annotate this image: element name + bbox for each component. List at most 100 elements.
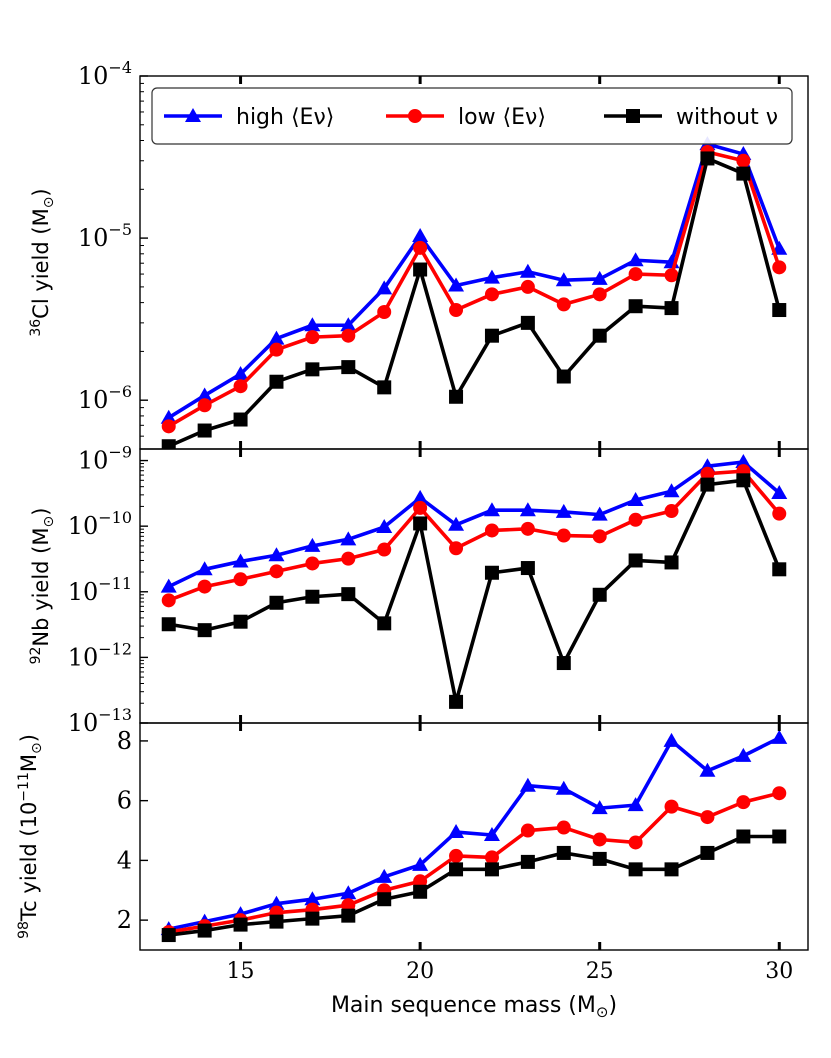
- data-point-circle: [233, 572, 248, 587]
- legend-label: high ⟨Eν⟩: [236, 105, 334, 130]
- y-ticks-middle: 10−13 10−12 10−11 10−10 10−9: [68, 443, 148, 737]
- data-point-circle: [341, 328, 356, 343]
- data-point-triangle: [519, 263, 536, 278]
- data-point-square: [377, 380, 392, 395]
- data-point-triangle: [412, 489, 429, 504]
- y-tick-label: 10−12: [68, 639, 132, 671]
- x-ticks-bottom: 15 20 25 30: [227, 723, 793, 984]
- data-point-triangle: [196, 561, 213, 576]
- data-point-circle: [556, 297, 571, 312]
- data-point-circle: [305, 556, 320, 571]
- data-point-square: [556, 845, 571, 860]
- data-point-triangle: [304, 891, 321, 906]
- data-point-square: [197, 623, 212, 638]
- panel-bottom: 15 20 25 30 2 4 6 8 98Tc yield (10−11M⊙): [16, 722, 809, 984]
- data-point-square: [772, 562, 787, 577]
- y-tick-label: 2: [117, 906, 132, 934]
- data-point-square: [377, 892, 392, 907]
- data-point-circle: [520, 279, 535, 294]
- data-point-square: [413, 516, 428, 531]
- legend-marker-square: [626, 109, 640, 123]
- data-point-square: [772, 829, 787, 844]
- data-point-circle: [449, 848, 464, 863]
- data-point-square: [413, 262, 428, 277]
- data-point-triangle: [268, 547, 285, 562]
- y-tick-label: 4: [117, 846, 132, 874]
- data-point-triangle: [448, 516, 465, 531]
- data-point-square: [484, 328, 499, 343]
- data-point-circle: [772, 260, 787, 275]
- plot-area-bottom: [160, 729, 788, 943]
- x-ticks-middle: [239, 449, 781, 723]
- x-tick-label: 15: [227, 959, 255, 984]
- y-axis-label-middle: 92Nb yield (M⊙): [28, 508, 57, 665]
- data-point-triangle: [304, 317, 321, 332]
- legend-entry-square: without ν: [604, 105, 778, 130]
- data-point-triangle: [160, 409, 177, 424]
- y-tick-label: 10−13: [68, 705, 132, 737]
- data-point-square: [628, 553, 643, 568]
- data-point-circle: [161, 593, 176, 608]
- data-point-square: [700, 151, 715, 166]
- data-point-triangle: [663, 483, 680, 498]
- legend-entry-circle: low ⟨Eν⟩: [386, 105, 546, 130]
- data-point-triangle: [268, 330, 285, 345]
- data-point-triangle: [699, 762, 716, 777]
- data-point-triangle: [483, 827, 500, 842]
- data-point-circle: [628, 835, 643, 850]
- data-point-square: [664, 862, 679, 877]
- data-point-square: [449, 862, 464, 877]
- data-point-triangle: [519, 777, 536, 792]
- data-point-square: [736, 829, 751, 844]
- legend-marker-triangle: [185, 108, 201, 122]
- data-point-square: [305, 362, 320, 377]
- data-point-triangle: [591, 800, 608, 815]
- data-point-circle: [269, 342, 284, 357]
- data-point-triangle: [555, 503, 572, 518]
- data-point-square: [520, 561, 535, 576]
- y-tick-label: 10−6: [78, 382, 132, 414]
- data-point-square: [341, 587, 356, 602]
- data-point-circle: [736, 795, 751, 810]
- data-point-circle: [197, 579, 212, 594]
- legend-marker-circle: [408, 109, 422, 123]
- legend-label: low ⟨Eν⟩: [458, 105, 546, 130]
- data-point-square: [161, 617, 176, 632]
- data-point-circle: [269, 564, 284, 579]
- data-point-triangle: [232, 553, 249, 568]
- x-tick-label: 25: [586, 959, 614, 984]
- data-point-triangle: [663, 732, 680, 747]
- data-point-triangle: [627, 797, 644, 812]
- legend-label: without ν: [676, 105, 778, 130]
- data-point-circle: [772, 786, 787, 801]
- data-point-triangle: [304, 537, 321, 552]
- data-point-square: [269, 595, 284, 610]
- data-point-square: [736, 166, 751, 181]
- data-point-triangle: [448, 824, 465, 839]
- plot-area-middle: [160, 454, 788, 709]
- data-point-circle: [556, 528, 571, 543]
- data-point-square: [197, 423, 212, 438]
- series-line-circle: [167, 150, 781, 428]
- data-point-triangle: [448, 277, 465, 292]
- data-point-square: [377, 616, 392, 631]
- data-point-triangle: [232, 366, 249, 381]
- data-point-circle: [484, 287, 499, 302]
- y-tick-label: 10−10: [68, 508, 132, 540]
- data-point-square: [520, 854, 535, 869]
- data-point-triangle: [519, 502, 536, 517]
- y-tick-label: 8: [117, 727, 132, 755]
- data-point-square: [305, 911, 320, 926]
- data-point-triangle: [376, 519, 393, 534]
- data-point-triangle: [340, 317, 357, 332]
- x-tick-label: 30: [765, 959, 793, 984]
- data-point-triangle: [771, 485, 788, 500]
- data-point-square: [592, 851, 607, 866]
- data-point-circle: [197, 398, 212, 413]
- data-point-square: [449, 389, 464, 404]
- data-point-circle: [556, 820, 571, 835]
- data-point-triangle: [376, 868, 393, 883]
- legend: high ⟨Eν⟩ low ⟨Eν⟩ without ν: [151, 87, 793, 145]
- data-point-circle: [664, 799, 679, 814]
